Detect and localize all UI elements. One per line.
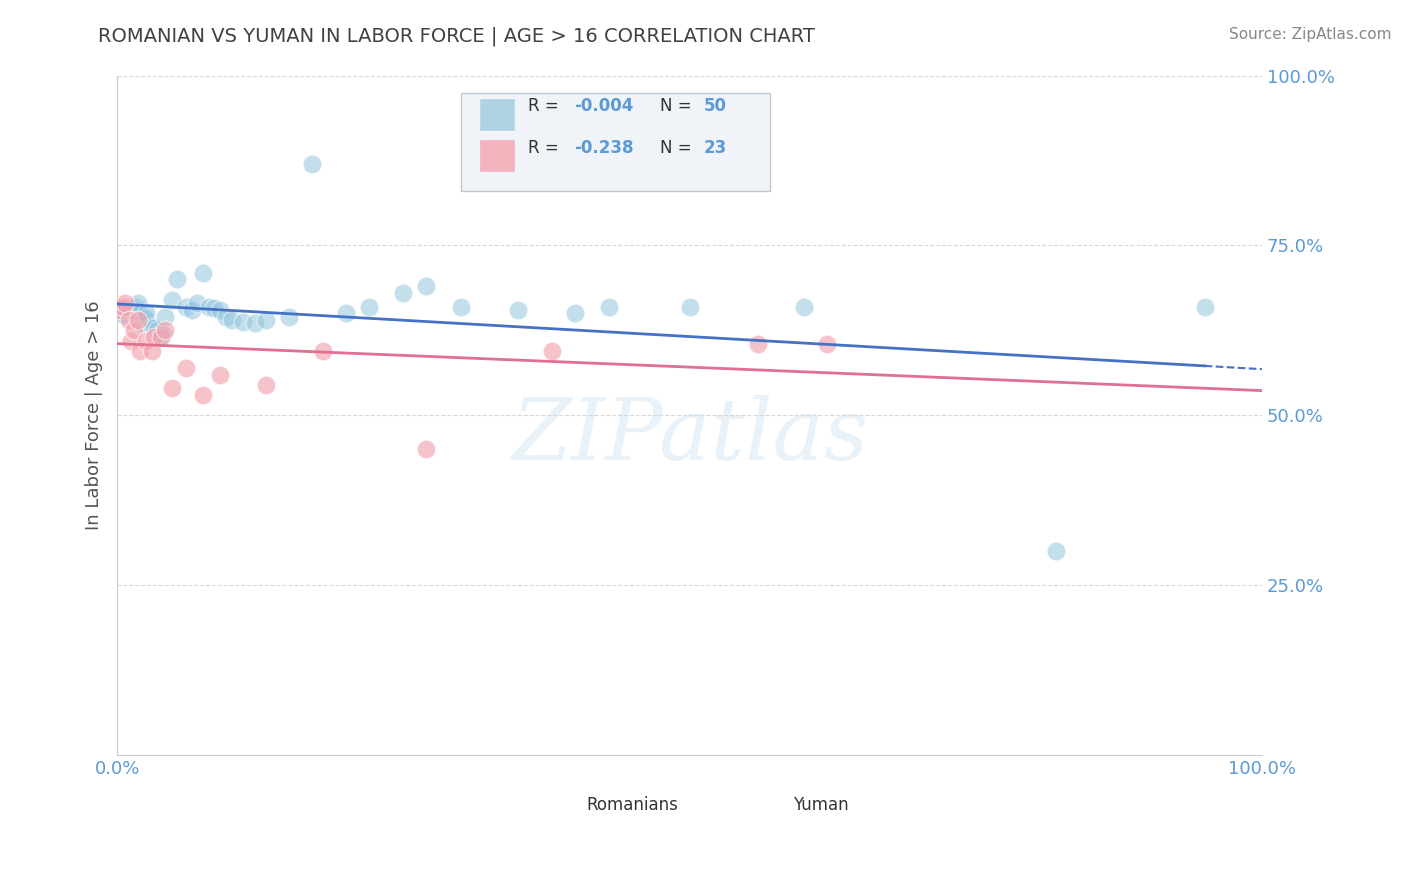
Point <box>129 313 152 327</box>
Point <box>232 315 254 329</box>
Point <box>415 442 437 457</box>
Point <box>111 306 134 320</box>
Text: Source: ZipAtlas.com: Source: ZipAtlas.com <box>1229 27 1392 42</box>
Text: R =: R = <box>529 97 564 115</box>
Point <box>111 300 134 314</box>
FancyBboxPatch shape <box>479 140 515 170</box>
Point <box>117 301 139 315</box>
Point <box>135 306 157 320</box>
Point <box>141 343 163 358</box>
Point <box>254 313 277 327</box>
Point <box>180 303 202 318</box>
Text: N =: N = <box>659 139 696 157</box>
Point <box>392 286 415 301</box>
Point <box>141 320 163 334</box>
Point <box>142 321 165 335</box>
FancyBboxPatch shape <box>479 99 515 130</box>
Point <box>793 300 815 314</box>
Y-axis label: In Labor Force | Age > 16: In Labor Force | Age > 16 <box>86 301 103 530</box>
Point <box>124 323 146 337</box>
Point <box>142 330 165 344</box>
Point <box>129 343 152 358</box>
Point <box>221 313 243 327</box>
Point <box>335 306 357 320</box>
Point <box>155 310 177 324</box>
Point <box>124 300 146 314</box>
Point <box>191 388 214 402</box>
Point <box>815 337 838 351</box>
Point <box>110 303 132 318</box>
Point <box>312 343 335 358</box>
Point <box>120 334 142 348</box>
Text: -0.004: -0.004 <box>574 97 633 115</box>
Point <box>215 310 238 324</box>
Point <box>209 368 232 382</box>
Point <box>117 313 139 327</box>
Point <box>191 266 214 280</box>
Text: Yuman: Yuman <box>793 796 848 814</box>
Point <box>166 272 188 286</box>
Point <box>197 300 219 314</box>
Point <box>131 316 153 330</box>
Point <box>541 343 564 358</box>
FancyBboxPatch shape <box>758 795 787 815</box>
Point <box>127 296 149 310</box>
Point <box>598 300 620 314</box>
Text: -0.238: -0.238 <box>574 139 634 157</box>
Point <box>149 330 172 344</box>
Point <box>415 279 437 293</box>
Point <box>134 310 156 325</box>
Text: N =: N = <box>659 97 696 115</box>
Point <box>124 305 146 319</box>
Point <box>135 334 157 348</box>
Point <box>155 323 177 337</box>
Point <box>243 316 266 330</box>
Text: ZIPatlas: ZIPatlas <box>510 394 868 477</box>
Point <box>301 157 323 171</box>
Point <box>277 310 299 324</box>
Point <box>127 313 149 327</box>
Point <box>112 308 135 322</box>
Point <box>564 306 586 320</box>
Point <box>678 300 700 314</box>
Text: 50: 50 <box>703 97 727 115</box>
Point <box>120 302 142 317</box>
Point <box>450 300 472 314</box>
Point <box>204 301 226 315</box>
Point <box>357 300 380 314</box>
Point <box>1045 544 1067 558</box>
Point <box>174 300 197 314</box>
Text: ROMANIAN VS YUMAN IN LABOR FORCE | AGE > 16 CORRELATION CHART: ROMANIAN VS YUMAN IN LABOR FORCE | AGE >… <box>98 27 815 46</box>
Point <box>146 323 169 337</box>
Point <box>174 360 197 375</box>
Point <box>115 300 138 314</box>
Point <box>209 303 232 318</box>
Point <box>149 326 172 341</box>
Point <box>129 315 152 329</box>
Point <box>132 312 155 326</box>
Point <box>186 296 208 310</box>
FancyBboxPatch shape <box>461 93 769 191</box>
Point <box>747 337 769 351</box>
Point <box>152 328 174 343</box>
Text: R =: R = <box>529 139 564 157</box>
Point <box>254 377 277 392</box>
Point <box>160 381 183 395</box>
Text: Romanians: Romanians <box>586 796 678 814</box>
Point <box>114 296 136 310</box>
Point <box>121 303 143 318</box>
Point <box>160 293 183 307</box>
Point <box>110 303 132 318</box>
FancyBboxPatch shape <box>553 795 581 815</box>
Point <box>506 303 529 318</box>
Text: 23: 23 <box>703 139 727 157</box>
Point <box>1194 300 1216 314</box>
